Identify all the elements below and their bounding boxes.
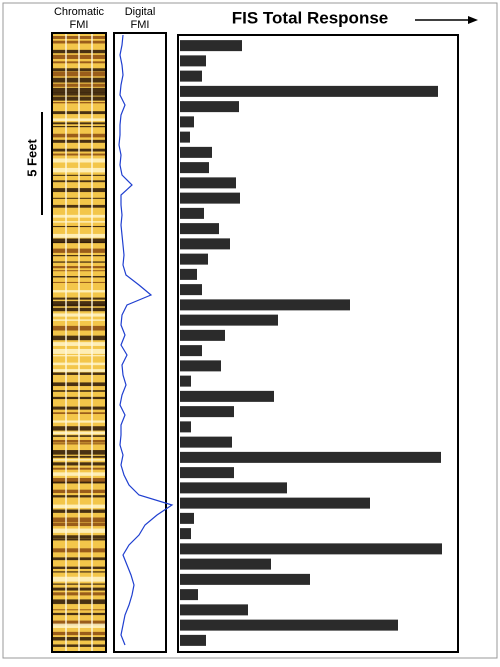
bar: [180, 314, 278, 326]
bar: [180, 101, 239, 113]
bar: [180, 589, 198, 601]
bar: [180, 116, 194, 128]
panel: [113, 32, 167, 653]
bar: [180, 146, 212, 158]
bar: [180, 390, 274, 402]
bar: [180, 543, 442, 555]
panel: [51, 32, 107, 653]
bar: [180, 284, 202, 296]
label: FMI: [131, 19, 150, 31]
bar: [180, 406, 234, 418]
log-curve: [118, 34, 174, 646]
bar: [180, 512, 194, 524]
chart-title: FIS Total Response: [232, 8, 389, 27]
panel: [177, 34, 459, 653]
bar: [180, 40, 242, 52]
bar: [180, 451, 441, 463]
bar: [180, 619, 398, 631]
bar: [180, 573, 310, 585]
bar: [180, 329, 225, 341]
bar: [180, 238, 230, 250]
label: Digital: [125, 6, 156, 18]
bar: [180, 497, 370, 509]
bar: [180, 604, 248, 616]
bar: [180, 207, 204, 219]
bar: [180, 467, 234, 479]
bar: [180, 85, 438, 97]
bar: [180, 634, 206, 646]
bar: [180, 345, 202, 357]
bar: [180, 360, 221, 372]
bar: [180, 375, 191, 387]
bar: [180, 55, 206, 67]
bar: [180, 253, 208, 265]
bar: [180, 268, 197, 280]
scale-label: 5 Feet: [24, 139, 39, 177]
bar: [180, 528, 191, 540]
bar: [180, 162, 209, 174]
bar: [180, 192, 240, 204]
bar: [180, 421, 191, 433]
frame: [2, 2, 498, 659]
bar: [180, 131, 190, 143]
bar: [180, 299, 350, 311]
bar: [180, 558, 271, 570]
bar: [180, 482, 287, 494]
bar: [180, 70, 202, 82]
label: Chromatic: [54, 6, 105, 18]
fmi-image: [53, 34, 105, 651]
label: FMI: [70, 19, 89, 31]
bar: [180, 177, 236, 189]
arrow-head: [468, 16, 478, 24]
bar: [180, 436, 232, 448]
bar: [180, 223, 219, 235]
